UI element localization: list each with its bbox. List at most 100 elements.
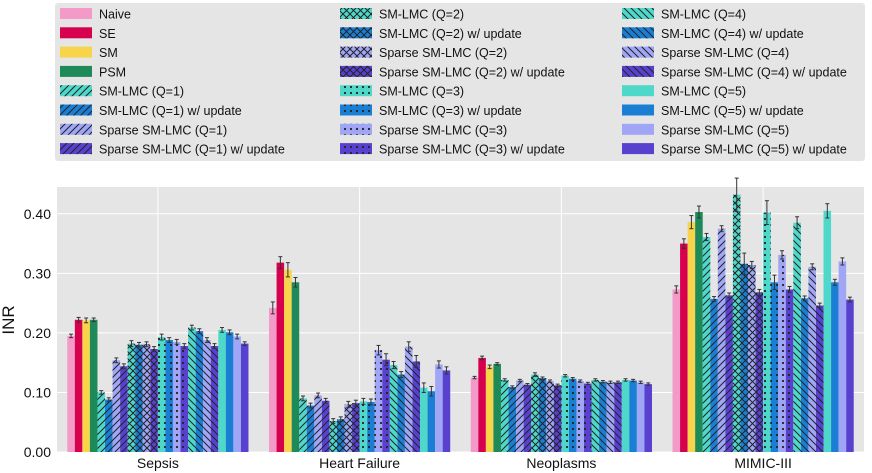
bar-hatch bbox=[165, 340, 173, 452]
legend-swatch bbox=[60, 27, 92, 39]
legend-item: SM-LMC (Q=4) w/ update bbox=[622, 27, 804, 41]
bar-hatch bbox=[508, 387, 517, 452]
y-axis-title: INR bbox=[0, 305, 18, 334]
legend-label: SM-LMC (Q=4) w/ update bbox=[661, 27, 804, 41]
bar-hatch bbox=[561, 375, 569, 452]
legend-swatch-hatch bbox=[60, 104, 92, 116]
legend-swatch bbox=[622, 104, 654, 116]
bar-hatch bbox=[188, 327, 196, 452]
x-tick-label: Sepsis bbox=[137, 455, 179, 471]
legend-label: SM-LMC (Q=5) w/ update bbox=[661, 104, 804, 118]
legend-item: SM-LMC (Q=4) bbox=[622, 8, 746, 22]
bar-hatch bbox=[329, 421, 337, 452]
bar bbox=[82, 320, 90, 452]
bar bbox=[291, 282, 300, 452]
bar-hatch bbox=[352, 403, 360, 452]
bar bbox=[218, 329, 226, 452]
bar bbox=[629, 380, 637, 452]
legend-item: Sparse SM-LMC (Q=5) w/ update bbox=[622, 143, 847, 157]
legend-swatch bbox=[60, 8, 92, 19]
bar-hatch bbox=[180, 346, 189, 452]
legend-label: SM-LMC (Q=3) w/ update bbox=[379, 104, 522, 118]
legend-swatch-hatch bbox=[340, 104, 372, 116]
bar bbox=[67, 335, 75, 452]
legend-swatch-hatch bbox=[340, 65, 372, 77]
y-tick-label: 0.10 bbox=[24, 384, 51, 400]
legend-swatch-hatch bbox=[340, 8, 372, 19]
legend-label: SM-LMC (Q=2) w/ update bbox=[379, 27, 522, 41]
legend-label: SE bbox=[99, 27, 116, 41]
bar-hatch bbox=[785, 289, 794, 452]
bar bbox=[284, 269, 292, 452]
bar-hatch bbox=[203, 340, 211, 452]
bar-hatch bbox=[112, 360, 121, 452]
bar-hatch bbox=[800, 298, 809, 452]
bar bbox=[427, 391, 436, 452]
legend-swatch-hatch bbox=[60, 85, 92, 97]
legend-swatch bbox=[622, 123, 654, 135]
bar-hatch bbox=[538, 378, 547, 452]
bar-hatch bbox=[778, 254, 786, 452]
bar bbox=[478, 357, 486, 452]
legend-label: Sparse SM-LMC (Q=3) bbox=[379, 123, 507, 137]
legend-swatch-hatch bbox=[60, 143, 92, 155]
legend-swatch-hatch bbox=[340, 85, 372, 97]
bar bbox=[435, 364, 443, 452]
bar-hatch bbox=[97, 392, 106, 452]
bar-hatch bbox=[568, 378, 577, 452]
legend-item: Naive bbox=[60, 8, 131, 22]
legend-label: Sparse SM-LMC (Q=4) bbox=[661, 46, 789, 60]
bar-hatch bbox=[755, 292, 764, 452]
bar-hatch bbox=[748, 265, 756, 452]
legend-swatch-hatch bbox=[622, 8, 654, 19]
bar-hatch bbox=[382, 359, 390, 452]
legend-item: Sparse SM-LMC (Q=2) bbox=[340, 46, 507, 60]
legend-item: SE bbox=[60, 27, 116, 41]
legend-label: SM-LMC (Q=5) bbox=[661, 85, 746, 99]
legend-item: SM-LMC (Q=3) w/ update bbox=[340, 104, 522, 118]
legend-item: SM-LMC (Q=1) bbox=[60, 85, 184, 99]
legend-label: SM-LMC (Q=3) bbox=[379, 85, 464, 99]
legend: Naive SE SM PSM SM-LMC (Q=1) SM-LMC (Q=1) w/ … bbox=[60, 8, 847, 157]
bar bbox=[485, 366, 494, 452]
bars bbox=[67, 177, 854, 452]
bar-hatch bbox=[717, 228, 726, 452]
bar-hatch bbox=[404, 346, 413, 452]
legend-label: Sparse SM-LMC (Q=2) w/ update bbox=[379, 65, 565, 79]
bar-hatch bbox=[808, 266, 816, 452]
bar-hatch bbox=[702, 237, 711, 452]
bar bbox=[636, 382, 645, 452]
bar bbox=[420, 387, 428, 452]
bar bbox=[687, 222, 696, 452]
bar bbox=[695, 212, 703, 452]
bar-hatch bbox=[306, 405, 315, 452]
legend-item: Sparse SM-LMC (Q=4) bbox=[622, 46, 789, 60]
bar-hatch bbox=[732, 194, 741, 452]
bar-hatch bbox=[299, 398, 307, 452]
legend-label: SM-LMC (Q=1) w/ update bbox=[99, 104, 242, 118]
bar-hatch bbox=[500, 379, 509, 452]
bar-hatch bbox=[389, 365, 398, 452]
legend-swatch bbox=[60, 65, 92, 77]
legend-item: SM-LMC (Q=5) w/ update bbox=[622, 104, 804, 118]
legend-label: SM-LMC (Q=1) bbox=[99, 85, 184, 99]
bar-hatch bbox=[710, 298, 718, 452]
x-tick-label: MIMIC-III bbox=[734, 455, 792, 471]
legend-background bbox=[55, 3, 865, 161]
legend-swatch-hatch bbox=[340, 27, 372, 39]
bar-hatch bbox=[367, 401, 375, 452]
legend-label: Sparse SM-LMC (Q=1) bbox=[99, 123, 227, 137]
bar-hatch bbox=[793, 222, 801, 452]
bar-hatch bbox=[770, 282, 779, 452]
legend-label: Sparse SM-LMC (Q=5) bbox=[661, 123, 789, 137]
bar bbox=[493, 363, 501, 452]
bar bbox=[846, 299, 854, 452]
bar-hatch bbox=[344, 404, 353, 452]
bar bbox=[89, 319, 98, 452]
bar-hatch bbox=[531, 374, 539, 452]
bar-hatch bbox=[397, 374, 405, 452]
legend-item: PSM bbox=[60, 65, 126, 79]
legend-item: Sparse SM-LMC (Q=1) w/ update bbox=[60, 143, 285, 157]
bar-hatch bbox=[553, 385, 562, 452]
bar-hatch bbox=[127, 343, 136, 452]
